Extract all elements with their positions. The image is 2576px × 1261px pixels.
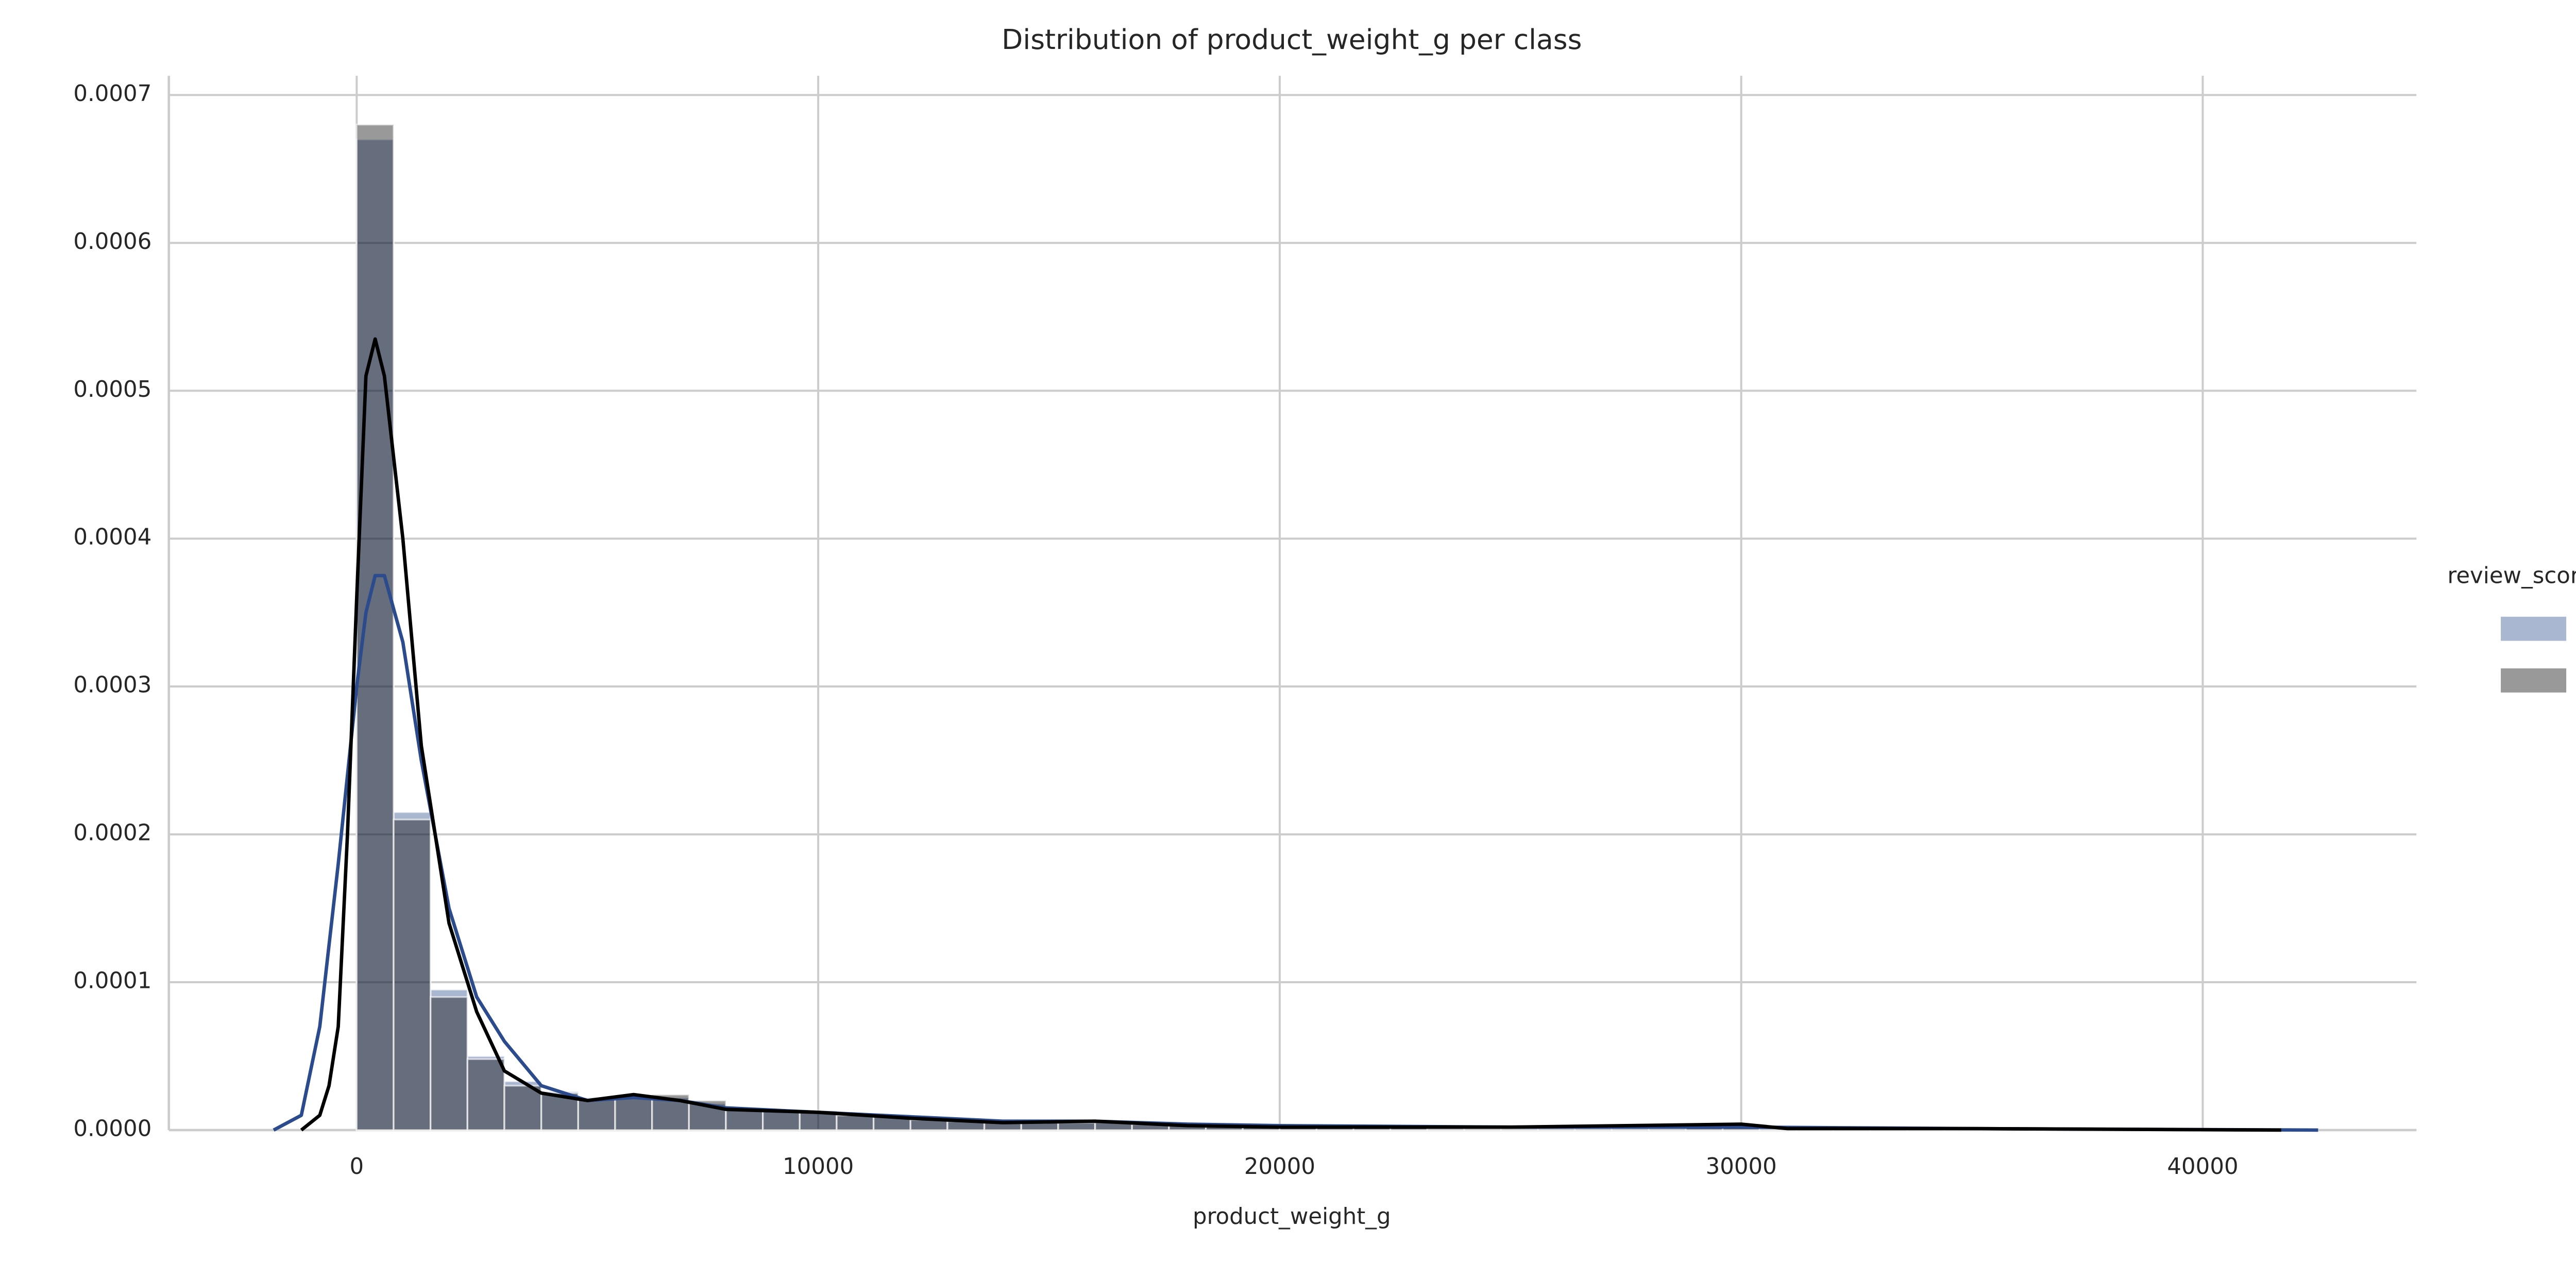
- x-tick-label: 20000: [1244, 1154, 1315, 1180]
- y-tick-label: 0.0003: [73, 672, 151, 698]
- y-tick-label: 0.0007: [73, 81, 151, 107]
- y-tick-label: 0.0004: [73, 525, 151, 550]
- legend-swatch: [2501, 616, 2567, 641]
- histogram-bar: [503, 1085, 543, 1131]
- histogram-bar: [761, 1109, 801, 1131]
- histogram-bar: [836, 1114, 875, 1131]
- histogram-bar: [614, 1095, 653, 1131]
- histogram-bar: [393, 818, 432, 1131]
- kde-line: [300, 337, 2281, 1132]
- legend-swatch: [2501, 668, 2567, 693]
- histogram-bar: [355, 124, 395, 1131]
- legend-title: review_score: [2447, 563, 2576, 589]
- x-axis-label: product_weight_g: [1193, 1204, 1391, 1230]
- y-tick-label: 0.0000: [73, 1116, 151, 1141]
- y-tick-label: 0.0002: [73, 820, 151, 846]
- x-tick-label: 40000: [2167, 1154, 2238, 1180]
- histogram-bar: [430, 996, 469, 1131]
- x-tick-label: 10000: [783, 1154, 854, 1180]
- chart-title: Distribution of product_weight_g per cla…: [1002, 23, 1582, 56]
- y-tick-label: 0.0006: [73, 229, 151, 255]
- histogram-bar: [1057, 1121, 1096, 1131]
- histogram-bar: [577, 1098, 616, 1131]
- x-tick-label: 30000: [1706, 1154, 1777, 1180]
- x-tick-label: 0: [350, 1154, 364, 1180]
- histogram-bar: [466, 1055, 505, 1131]
- y-tick-label: 0.0001: [73, 968, 151, 994]
- histogram-bar: [466, 1058, 505, 1131]
- y-tick-label: 0.0005: [73, 377, 151, 402]
- histogram-bar: [393, 811, 432, 1131]
